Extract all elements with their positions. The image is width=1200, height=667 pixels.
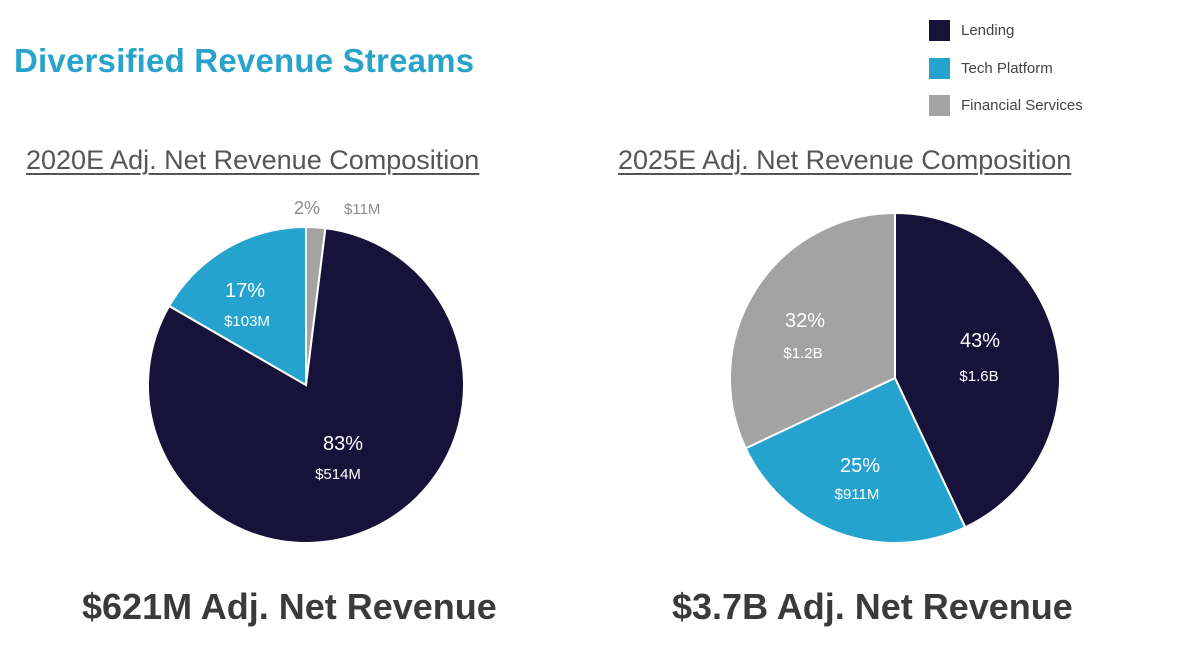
- pie-slice-lending-2025e: [894, 211, 1061, 529]
- pie-percent-label-financial-services-2020e: 2%: [294, 198, 320, 218]
- pie-percent-label-tech-platform-2020e: 17%: [225, 280, 265, 302]
- pie-percent-label-lending-2020e: 83%: [323, 433, 363, 455]
- pie-slice-financial-services-2025e: [729, 211, 896, 450]
- legend-label-tech-platform: Tech Platform: [961, 59, 1053, 77]
- legend-item-lending: Lending: [929, 12, 1083, 50]
- legend-swatch-tech-platform: [929, 57, 950, 79]
- legend-item-financial-services: Financial Services: [929, 87, 1083, 125]
- pie-slice-tech-platform-2025e: [744, 376, 967, 545]
- pie-percent-label-financial-services-2025e: 32%: [785, 310, 825, 332]
- chart-title-2025e: 2025E Adj. Net Revenue Composition: [618, 145, 1072, 175]
- pie-percent-label-tech-platform-2025e: 25%: [840, 455, 880, 477]
- pie-value-label-financial-services-2025e: $1.2B: [783, 345, 822, 362]
- pie-value-label-tech-platform-2020e: $103M: [224, 313, 270, 330]
- total-revenue-2020e: $621M Adj. Net Revenue: [82, 586, 497, 627]
- chart-title-2020e: 2020E Adj. Net Revenue Composition: [26, 145, 480, 175]
- pie-value-label-lending-2025e: $1.6B: [959, 368, 998, 385]
- legend-swatch-financial-services: [929, 95, 950, 117]
- legend-swatch-lending: [929, 20, 950, 42]
- total-revenue-2025e: $3.7B Adj. Net Revenue: [672, 586, 1073, 627]
- legend: Lending Tech Platform Financial Services: [929, 12, 1083, 125]
- legend-item-tech-platform: Tech Platform: [929, 50, 1083, 88]
- pie-value-label-lending-2020e: $514M: [315, 466, 361, 483]
- pie-slice-tech-platform-2020e: [167, 225, 307, 387]
- pie-value-label-financial-services-2020e: $11M: [344, 201, 380, 218]
- pie-value-label-tech-platform-2025e: $911M: [835, 486, 880, 503]
- pie-percent-label-lending-2025e: 43%: [960, 330, 1000, 352]
- legend-label-financial-services: Financial Services: [961, 97, 1083, 115]
- page-title: Diversified Revenue Streams: [14, 42, 475, 79]
- legend-label-lending: Lending: [961, 22, 1015, 40]
